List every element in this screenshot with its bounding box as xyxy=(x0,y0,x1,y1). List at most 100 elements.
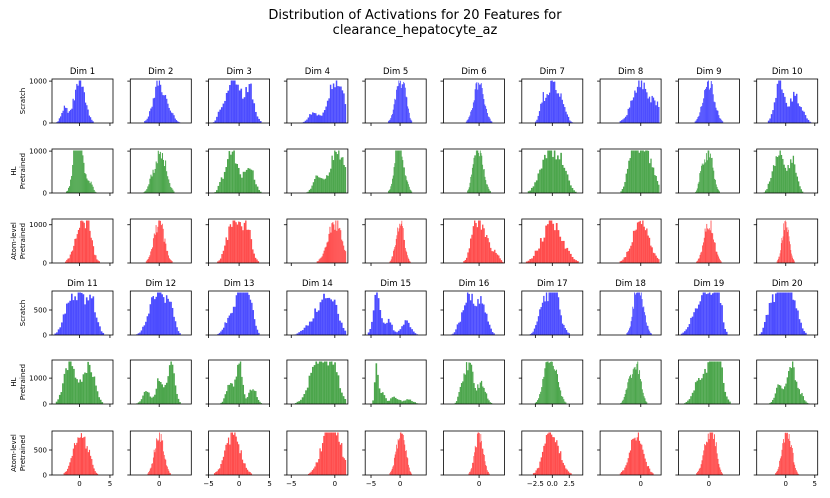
hist-bar xyxy=(317,261,319,263)
hist-bar xyxy=(793,367,795,404)
hist-bar xyxy=(344,249,346,263)
hist-bar xyxy=(697,183,699,193)
hist-bar xyxy=(475,390,478,404)
hist-bar xyxy=(402,434,404,475)
hist-bar xyxy=(75,150,77,193)
hist-bar xyxy=(778,256,780,263)
hist-bar xyxy=(328,98,330,123)
hist-bar xyxy=(337,313,340,335)
hist-bar xyxy=(774,165,776,193)
hist-bar xyxy=(248,392,250,404)
hist-bar xyxy=(644,458,646,475)
hist-bar xyxy=(780,154,783,193)
hist-bar xyxy=(315,361,318,404)
hist-bar xyxy=(500,260,503,263)
hist-bar xyxy=(796,176,799,193)
hist-bar xyxy=(217,185,220,193)
hist-bar xyxy=(707,80,709,123)
hist-bar xyxy=(155,296,158,335)
hist-bar xyxy=(535,325,537,335)
hist-bar xyxy=(339,159,341,193)
hist-bar xyxy=(145,120,147,123)
hist-bar xyxy=(478,387,480,404)
hist-bar xyxy=(553,437,555,475)
hist-bar xyxy=(160,84,162,123)
hist-bar xyxy=(727,399,730,404)
hist-bar xyxy=(717,110,719,123)
hist-bar xyxy=(231,432,233,475)
hist-bar xyxy=(393,396,395,404)
hist-bar xyxy=(481,440,482,475)
hist-bar xyxy=(167,176,169,193)
hist-bar xyxy=(541,241,544,263)
hist-bar xyxy=(643,453,645,475)
hist-bar xyxy=(344,459,347,475)
hist-bar xyxy=(570,121,572,123)
hist-bar xyxy=(101,402,104,404)
hist-bar xyxy=(214,192,217,193)
x-tick-label: 5 xyxy=(108,480,112,488)
hist-bar xyxy=(341,90,344,123)
hist-bar xyxy=(694,308,697,335)
hist-bar xyxy=(537,115,539,123)
hist-bar xyxy=(243,463,245,475)
hist-bar xyxy=(477,299,479,335)
hist-bar xyxy=(341,239,343,263)
hist-bar xyxy=(77,85,79,123)
hist-bar xyxy=(400,150,402,193)
hist-bar xyxy=(70,109,72,123)
hist-bar xyxy=(171,112,173,123)
hist-bar xyxy=(331,89,333,123)
hist-bar xyxy=(716,251,718,263)
hist-bar xyxy=(158,381,161,404)
hist-bar xyxy=(94,191,96,193)
hist-bar xyxy=(471,174,472,193)
hist-bar xyxy=(412,401,415,404)
hist-bar xyxy=(57,121,59,123)
hist-bar xyxy=(801,110,804,123)
hist-bar xyxy=(390,471,391,475)
hist-bar xyxy=(160,220,161,263)
hist-bar xyxy=(629,450,632,475)
hist-bar xyxy=(644,230,647,263)
hist-bar xyxy=(479,84,480,123)
hist-bar xyxy=(152,238,154,263)
hist-bar xyxy=(319,258,321,263)
hist-bar xyxy=(143,391,146,404)
hist-bar xyxy=(645,315,646,335)
hist-bar xyxy=(65,368,67,404)
hist-bar xyxy=(161,153,163,193)
hist-bar xyxy=(643,306,645,335)
hist-bar xyxy=(714,434,715,475)
hist-bar xyxy=(301,330,304,335)
figure-title-line-1: Distribution of Activations for 20 Featu… xyxy=(268,8,562,23)
hist-bar xyxy=(93,189,95,193)
hist-bar xyxy=(485,106,487,123)
hist-bar xyxy=(410,119,412,123)
hist-bar xyxy=(548,150,551,193)
hist-bar xyxy=(472,164,474,193)
hist-bar xyxy=(153,172,155,193)
hist-bar xyxy=(798,474,800,475)
hist-bar xyxy=(487,238,489,263)
hist-bar xyxy=(412,331,415,335)
hist-bar xyxy=(796,471,798,475)
hist-bar xyxy=(486,466,487,475)
hist-bar xyxy=(488,117,490,123)
hist-bar xyxy=(247,229,250,263)
hist-bar xyxy=(553,292,556,335)
hist-bar xyxy=(809,121,811,123)
hist-bar xyxy=(394,163,396,193)
hist-bar xyxy=(323,179,325,193)
hist-bar xyxy=(70,251,73,263)
hist-bar xyxy=(647,325,649,335)
hist-bar xyxy=(486,235,488,263)
hist-bar xyxy=(481,448,483,475)
hist-bar xyxy=(150,251,152,263)
hist-bar xyxy=(159,220,161,263)
hist-bar xyxy=(479,156,480,193)
hist-bar xyxy=(772,399,774,404)
hist-bar xyxy=(240,450,242,475)
hist-bar xyxy=(387,318,390,335)
hist-bar xyxy=(256,397,258,404)
